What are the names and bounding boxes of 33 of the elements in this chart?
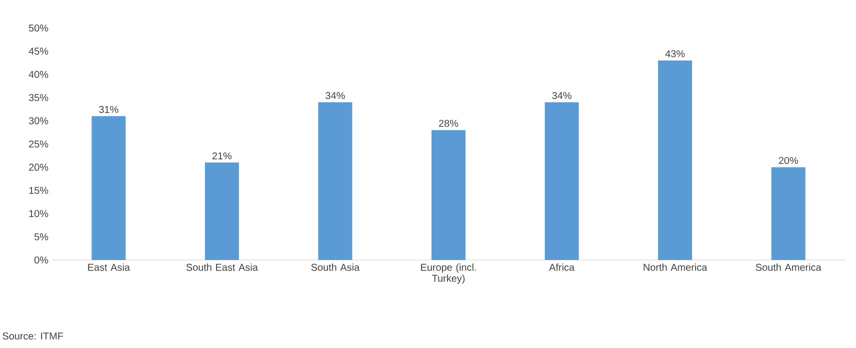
bar <box>92 116 126 260</box>
source-note: Source: ITMF <box>2 332 64 340</box>
bar <box>204 162 239 260</box>
data-label: 20% <box>778 156 798 164</box>
y-tick-label: 35% <box>28 94 48 102</box>
y-tick-label: 30% <box>28 117 48 124</box>
y-tick-label: 5% <box>34 233 48 240</box>
y-tick-label: 10% <box>29 210 48 218</box>
data-label: 31% <box>99 106 118 113</box>
x-tick-label: North America <box>644 264 708 271</box>
x-tick-label: Africa <box>549 264 575 271</box>
y-tick-label: 20% <box>29 164 48 171</box>
x-tick-label: Europe (incl. Turkey) <box>421 264 476 284</box>
bar <box>432 130 466 260</box>
bar <box>318 102 352 260</box>
data-label: 21% <box>212 152 232 160</box>
y-tick-label: 25% <box>29 140 48 148</box>
data-label: 43% <box>665 50 685 58</box>
data-label: 34% <box>552 92 572 100</box>
bar <box>658 60 692 260</box>
y-tick-label: 40% <box>28 70 48 78</box>
bar <box>771 167 806 260</box>
y-tick-label: 45% <box>28 48 48 55</box>
x-tick-label: South America <box>756 264 822 271</box>
x-tick-label: South Asia <box>311 264 360 271</box>
y-tick-label: 0% <box>34 256 48 264</box>
y-tick-label: 50% <box>28 24 48 32</box>
x-tick-label: South East Asia <box>186 264 258 271</box>
y-tick-label: 15% <box>29 186 48 194</box>
data-label: 28% <box>439 120 458 127</box>
data-label: 34% <box>326 92 345 100</box>
x-tick-label: East Asia <box>88 264 130 271</box>
bar <box>544 102 579 260</box>
